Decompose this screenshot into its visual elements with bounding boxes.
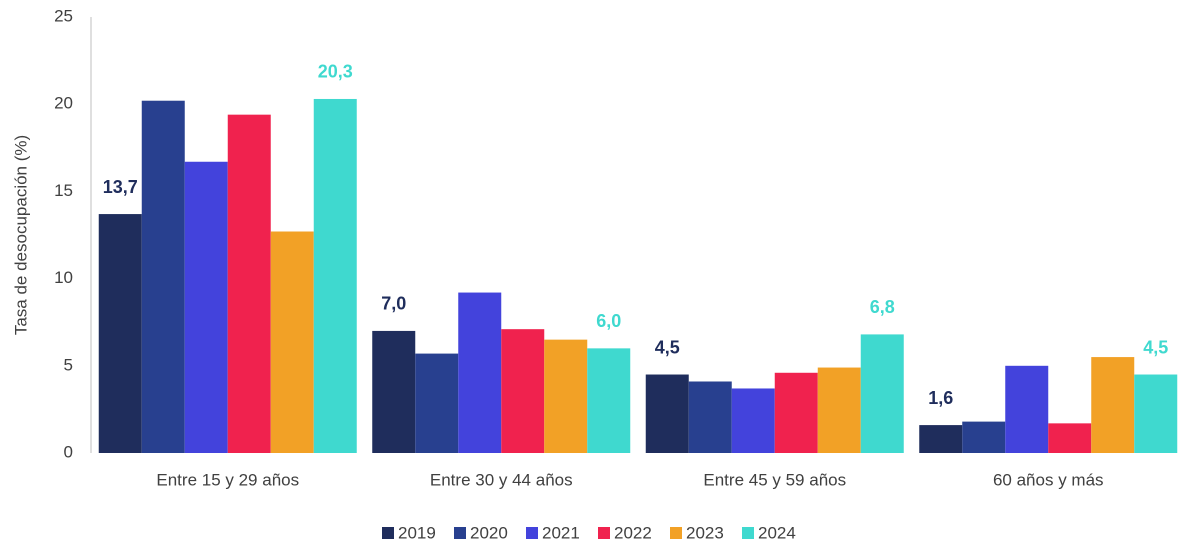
y-axis-label: Tasa de desocupación (%): [11, 135, 30, 335]
bar: [962, 421, 1006, 453]
y-tick-label: 20: [54, 94, 73, 113]
legend-label: 2021: [542, 523, 580, 542]
legend-swatch: [454, 527, 466, 539]
legend-label: 2019: [398, 523, 436, 542]
legend-label: 2022: [614, 523, 652, 542]
legend-label: 2024: [758, 523, 796, 542]
y-tick-label: 15: [54, 181, 73, 200]
bar: [141, 100, 185, 453]
value-label: 6,8: [870, 297, 895, 317]
value-label: 13,7: [103, 177, 138, 197]
y-tick-label: 5: [64, 355, 73, 374]
x-tick-label: Entre 30 y 44 años: [430, 470, 573, 489]
bar: [501, 329, 545, 453]
bar: [270, 231, 314, 453]
bar: [98, 214, 142, 453]
bar: [1091, 357, 1135, 453]
bar: [817, 367, 861, 453]
value-label: 7,0: [381, 294, 406, 314]
bar: [587, 348, 631, 453]
bar: [313, 98, 357, 453]
bar: [774, 372, 818, 453]
legend-label: 2020: [470, 523, 508, 542]
y-tick-label: 10: [54, 268, 73, 287]
value-label: 1,6: [928, 388, 953, 408]
legend-swatch: [382, 527, 394, 539]
x-tick-label: 60 años y más: [993, 470, 1104, 489]
bar: [372, 330, 416, 453]
bar: [184, 161, 228, 453]
legend-swatch: [670, 527, 682, 539]
legend-swatch: [526, 527, 538, 539]
x-tick-label: Entre 15 y 29 años: [156, 470, 299, 489]
bar: [919, 425, 963, 453]
legend-swatch: [598, 527, 610, 539]
bar: [227, 114, 271, 453]
x-tick-label: Entre 45 y 59 años: [703, 470, 846, 489]
bar: [544, 339, 588, 453]
value-label: 20,3: [318, 62, 353, 82]
value-label: 4,5: [1143, 337, 1168, 357]
legend-label: 2023: [686, 523, 724, 542]
bar: [1134, 374, 1178, 453]
bar: [731, 388, 775, 453]
bar: [1005, 365, 1049, 453]
bar: [458, 292, 502, 453]
y-tick-label: 25: [54, 6, 73, 25]
bar: [1048, 423, 1092, 453]
value-label: 6,0: [596, 311, 621, 331]
y-tick-label: 0: [64, 442, 73, 461]
bar: [415, 353, 459, 453]
bar: [645, 374, 689, 453]
bar: [688, 381, 732, 453]
legend-swatch: [742, 527, 754, 539]
bar: [860, 334, 904, 453]
value-label: 4,5: [655, 337, 680, 357]
